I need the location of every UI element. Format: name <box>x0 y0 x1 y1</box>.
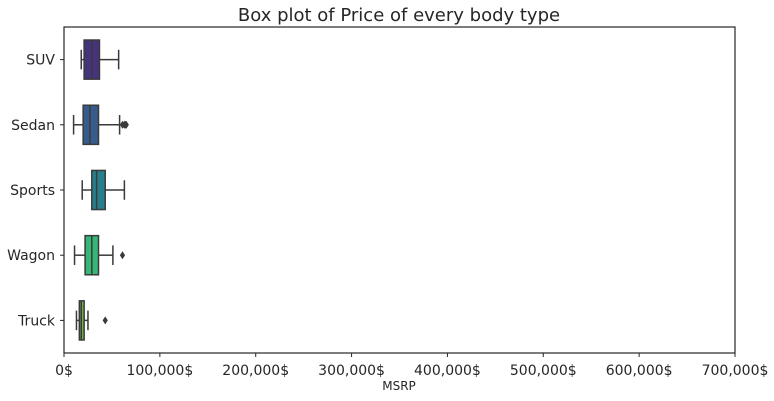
y-tick-label-wagon: Wagon <box>7 248 55 264</box>
x-tick-label: 300,000$ <box>318 363 385 379</box>
y-tick-label-sports: Sports <box>10 183 55 199</box>
box-suv <box>80 39 120 80</box>
box-sedan <box>72 104 129 146</box>
outlier-marker <box>123 120 129 129</box>
box-sports <box>81 169 126 211</box>
box-group <box>72 39 129 341</box>
x-tick-label: 0$ <box>55 363 73 379</box>
outlier-marker <box>119 251 126 260</box>
x-tick-labels: 0$ 100,000$ 200,000$ 300,000$ 400,000$ 500,00… <box>55 353 768 379</box>
plot-area-frame <box>63 26 736 354</box>
box-truck <box>75 300 108 341</box>
outlier-marker <box>102 316 108 325</box>
x-tick-label: 400,000$ <box>414 363 481 379</box>
x-axis-label: MSRP <box>382 379 416 393</box>
box-wagon <box>73 234 126 276</box>
x-tick-label: 500,000$ <box>510 363 577 379</box>
x-tick-label: 600,000$ <box>606 363 673 379</box>
box-iqr <box>91 169 106 211</box>
x-tick-label: 100,000$ <box>126 363 193 379</box>
y-tick-label-truck: Truck <box>17 313 56 329</box>
x-tick-label: 700,000$ <box>702 363 769 379</box>
x-tick-label: 200,000$ <box>222 363 289 379</box>
y-tick-label-sedan: Sedan <box>11 118 55 134</box>
box-iqr <box>82 104 100 146</box>
chart-title: Box plot of Price of every body type <box>238 5 560 26</box>
y-tick-label-suv: SUV <box>26 53 55 69</box>
y-tick-labels: SUV Sedan Sports Wagon Truck <box>7 53 64 329</box>
